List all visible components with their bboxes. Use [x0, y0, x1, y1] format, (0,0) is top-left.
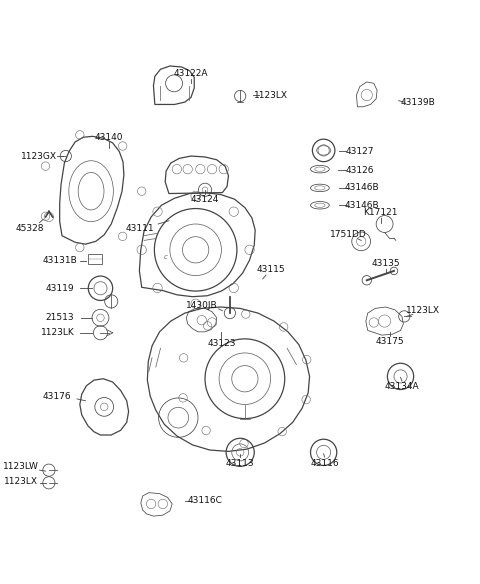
Text: 43126: 43126	[346, 166, 374, 175]
Text: 43119: 43119	[46, 284, 74, 293]
Text: 45328: 45328	[16, 224, 44, 233]
Text: 1123GX: 1123GX	[21, 151, 57, 161]
Text: 43131B: 43131B	[42, 256, 77, 265]
Text: 43175: 43175	[376, 337, 405, 346]
Text: 43176: 43176	[42, 392, 71, 401]
Text: 43115: 43115	[256, 265, 285, 274]
Text: 1123LX: 1123LX	[4, 477, 38, 486]
Text: 43146B: 43146B	[345, 183, 379, 192]
Text: 21513: 21513	[46, 313, 74, 322]
Text: 43111: 43111	[125, 224, 154, 233]
Text: 43135: 43135	[371, 259, 400, 269]
Text: 1123LX: 1123LX	[406, 306, 440, 315]
Text: 43122A: 43122A	[174, 69, 208, 78]
Text: c: c	[163, 254, 167, 260]
Text: 43124: 43124	[191, 194, 219, 204]
Text: 43146B: 43146B	[345, 201, 379, 210]
Text: 1123LW: 1123LW	[3, 462, 39, 471]
Text: 43134A: 43134A	[384, 382, 419, 391]
Text: 1751DD: 1751DD	[330, 230, 366, 239]
Text: 43140: 43140	[95, 133, 123, 142]
Text: 1430JB: 1430JB	[186, 301, 217, 310]
Text: 43116: 43116	[310, 458, 339, 468]
Text: K17121: K17121	[363, 208, 398, 217]
Text: 1123LX: 1123LX	[253, 91, 288, 100]
Text: 43116C: 43116C	[188, 496, 222, 505]
Bar	[88, 255, 102, 264]
Text: 43127: 43127	[346, 147, 374, 156]
Text: 43139B: 43139B	[401, 98, 436, 107]
Text: 43113: 43113	[226, 458, 254, 468]
Text: 43123: 43123	[207, 339, 236, 348]
Text: 1123LK: 1123LK	[40, 328, 74, 338]
